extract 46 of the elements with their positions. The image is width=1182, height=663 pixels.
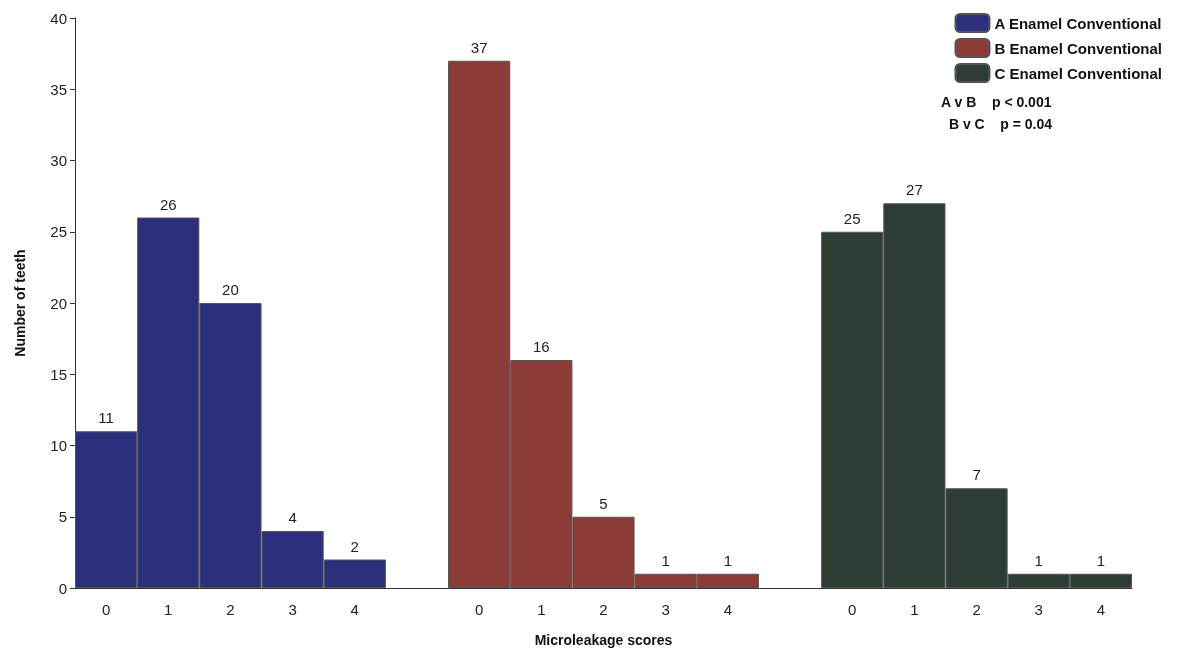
x-tick-label: 3 [661, 601, 670, 618]
data-label: 37 [470, 38, 488, 56]
y-tick-label: 5 [58, 508, 67, 526]
data-label: 27 [906, 181, 923, 199]
x-tick-label: 4 [723, 601, 733, 618]
data-label: 20 [222, 281, 239, 298]
annotation: B v C p = 0.04 [948, 116, 1053, 132]
x-tick-label: 2 [972, 601, 981, 618]
annotation: A v B p < 0.001 [941, 94, 1052, 110]
x-tick-label: 4 [350, 601, 359, 618]
legend-label: A Enamel Conventional [994, 14, 1162, 32]
x-tick-label: 4 [1096, 601, 1106, 618]
x-axis-title: Microleakage scores [534, 632, 673, 648]
y-tick-label: 30 [50, 152, 67, 169]
x-tick-label: 1 [537, 601, 546, 618]
x-tick-label: 3 [1034, 601, 1043, 618]
x-tick-label: 1 [164, 601, 173, 618]
x-tick-label: 0 [848, 601, 857, 618]
x-tick-label: 0 [474, 601, 484, 618]
data-label: 1 [1034, 551, 1043, 569]
y-tick-label: 20 [50, 294, 67, 312]
data-label: 11 [98, 409, 114, 427]
data-label: 25 [843, 209, 861, 227]
data-label: 16 [532, 338, 550, 355]
data-label: 7 [972, 466, 981, 484]
y-tick-label: 25 [50, 223, 67, 241]
y-tick-label: 0 [58, 579, 67, 597]
data-label: 26 [159, 195, 177, 213]
x-tick-label: 0 [101, 601, 111, 618]
y-tick-label: 40 [50, 9, 67, 27]
data-label: 4 [288, 509, 297, 526]
data-label: 2 [350, 537, 359, 555]
x-tick-label: 2 [226, 601, 235, 618]
y-tick-label: 15 [50, 365, 67, 383]
legend-label: B Enamel Conventional [994, 39, 1162, 57]
data-label: 1 [661, 551, 670, 569]
data-label: 1 [723, 551, 733, 569]
data-label: 5 [599, 494, 608, 512]
x-tick-label: 3 [288, 601, 297, 618]
x-tick-label: 2 [599, 601, 608, 618]
y-tick-label: 35 [50, 80, 67, 98]
data-label: 1 [1096, 551, 1106, 569]
y-tick-label: 10 [50, 437, 67, 454]
legend-label: C Enamel Conventional [994, 64, 1162, 82]
x-tick-label: 1 [910, 601, 919, 618]
y-axis-title: Number of teeth [12, 249, 28, 357]
